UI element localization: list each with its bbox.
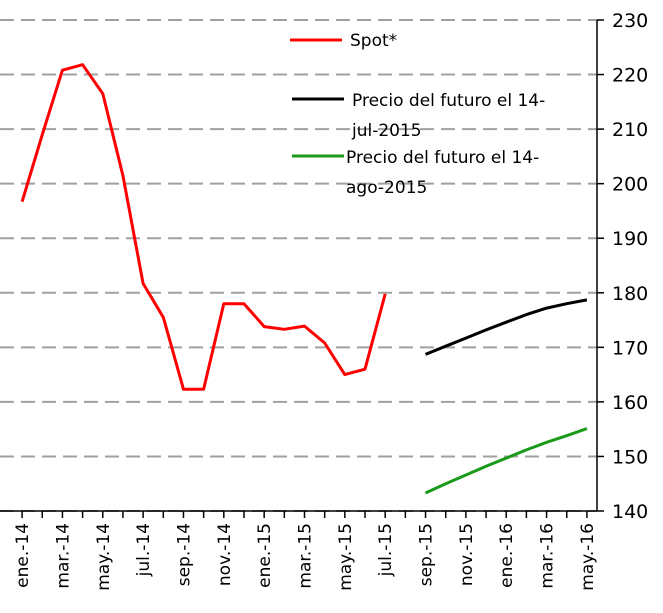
legend-label: Spot* xyxy=(350,31,398,51)
x-tick-label: may.-15 xyxy=(336,523,356,591)
x-tick-label: sep.-15 xyxy=(417,523,437,586)
y-tick-label: 180 xyxy=(612,283,648,305)
x-tick-label: jul.-15 xyxy=(376,523,396,577)
x-tick-label: ene.-16 xyxy=(497,523,517,588)
series-line xyxy=(424,298,588,356)
x-tick-label: sep.-14 xyxy=(174,523,194,586)
series-line xyxy=(20,63,387,391)
x-tick-label: mar.-16 xyxy=(538,523,558,589)
x-tick-label: ene.-14 xyxy=(13,523,33,588)
x-tick-label: mar.-15 xyxy=(296,523,316,589)
x-tick-label: nov.-15 xyxy=(457,523,477,586)
y-tick-label: 140 xyxy=(612,501,648,523)
series-line xyxy=(424,427,588,495)
x-tick-label: jul.-14 xyxy=(134,523,154,577)
y-tick-label: 160 xyxy=(612,392,648,414)
x-tick-label: may.-16 xyxy=(578,523,598,591)
x-tick-label: ene.-15 xyxy=(255,523,275,588)
y-tick-label: 190 xyxy=(612,228,648,250)
y-tick-label: 150 xyxy=(612,446,648,468)
x-tick-label: may.-14 xyxy=(94,523,114,591)
x-tick-label: mar.-14 xyxy=(53,523,73,589)
y-tick-label: 170 xyxy=(612,337,648,359)
legend-label: Precio del futuro el 14-ago-2015 xyxy=(346,148,540,198)
y-tick-label: 200 xyxy=(612,174,648,196)
y-tick-label: 220 xyxy=(612,65,648,87)
y-tick-label: 230 xyxy=(612,10,648,32)
legend-label: Precio del futuro el 14-jul-2015 xyxy=(352,91,546,141)
y-tick-label: 210 xyxy=(612,119,648,141)
x-tick-label: nov.-14 xyxy=(215,523,235,586)
